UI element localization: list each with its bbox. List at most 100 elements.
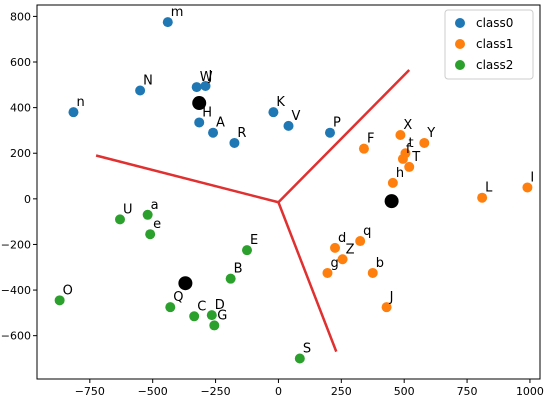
x-tick-label: −250 (200, 385, 230, 398)
point-label-E: E (250, 233, 258, 248)
y-tick-label: 0 (24, 193, 31, 206)
point-class1-F (358, 143, 369, 154)
point-label-f: f (406, 142, 411, 157)
point-label-I: I (530, 170, 534, 185)
point-class1-T (404, 161, 415, 172)
point-label-O: O (63, 283, 73, 298)
point-class0-A (208, 127, 219, 138)
point-label-J: J (389, 290, 394, 305)
boundary-line-0 (95, 154, 279, 204)
point-class2-O (54, 295, 65, 306)
point-class1-Z (337, 254, 348, 265)
centroid-2 (178, 276, 193, 291)
point-class1-g (322, 267, 333, 278)
point-class1-Y (419, 137, 430, 148)
x-tick-label: 1000 (516, 385, 544, 398)
point-class2-S (294, 353, 305, 364)
y-tick-label: 200 (10, 147, 31, 160)
point-label-J: J (208, 69, 213, 84)
point-class1-f (397, 153, 408, 164)
point-label-F: F (367, 132, 374, 147)
legend-label-class1: class1 (476, 37, 513, 51)
point-label-A: A (216, 116, 225, 131)
point-class2-G (209, 320, 220, 331)
legend: class0 class1 class2 (444, 9, 534, 80)
point-label-B: B (234, 262, 243, 277)
point-class0-m (162, 17, 173, 28)
y-tick-label: 400 (10, 102, 31, 115)
point-label-g: g (330, 256, 338, 271)
x-tick-label: −500 (138, 385, 168, 398)
point-class1-J (381, 302, 392, 313)
point-label-S: S (303, 341, 311, 356)
point-class1-b (367, 267, 378, 278)
y-tick-label: 800 (10, 10, 31, 23)
legend-marker-class0 (455, 18, 465, 28)
legend-box (444, 9, 534, 80)
point-class2-e (145, 229, 156, 240)
point-class0-K (268, 107, 279, 118)
point-class2-Q (165, 302, 176, 313)
centroid-1 (384, 194, 399, 209)
axes: −750 −500 −250 0 250 500 750 1000 −600 −400 −200 0 2… (1, 4, 544, 398)
point-class1-d (330, 242, 341, 253)
point-class0-H (194, 117, 205, 128)
point-class1-q (355, 236, 366, 247)
point-label-h: h (396, 166, 404, 181)
point-label-Q: Q (173, 290, 183, 305)
point-label-X: X (403, 118, 412, 133)
point-label-n: n (76, 95, 84, 110)
x-tick-label: 750 (457, 385, 478, 398)
point-label-H: H (202, 105, 212, 120)
point-label-C: C (197, 299, 206, 314)
point-class2-C (189, 311, 200, 322)
legend-label-class2: class2 (476, 58, 513, 72)
point-label-t: t (408, 136, 413, 151)
plot-frame (36, 4, 541, 380)
point-class1-X (395, 129, 406, 140)
point-label-N: N (143, 74, 153, 89)
point-label-G: G (217, 308, 227, 323)
point-label-m: m (171, 5, 184, 20)
boundary-line-2 (277, 201, 338, 353)
point-class2-E (242, 245, 253, 256)
point-label-D: D (215, 298, 225, 313)
point-class0-W (191, 82, 202, 93)
point-label-L: L (485, 181, 493, 196)
point-class0-V (283, 120, 294, 131)
legend-marker-class2 (455, 60, 465, 70)
point-label-K: K (276, 95, 285, 110)
legend-label-class0: class0 (476, 16, 513, 30)
point-class2-a (142, 209, 153, 220)
centroid-0 (192, 96, 207, 111)
centroids (178, 96, 399, 291)
point-label-b: b (376, 256, 384, 271)
point-label-Z: Z (346, 242, 355, 257)
point-label-W: W (200, 70, 213, 85)
x-tick-label: −750 (75, 385, 105, 398)
point-class0-R (229, 137, 240, 148)
boundary-line-1 (277, 69, 411, 204)
x-tick-label: 0 (275, 385, 282, 398)
decision-boundaries (95, 69, 411, 353)
y-tick-label: 600 (10, 56, 31, 69)
x-tick-label: 500 (394, 385, 415, 398)
point-class0-J (200, 80, 211, 91)
y-tick-label: −400 (1, 284, 31, 297)
y-tick-label: −600 (1, 330, 31, 343)
point-label-a: a (151, 198, 159, 213)
point-label-R: R (237, 126, 246, 141)
point-label-U: U (123, 202, 133, 217)
point-label-P: P (333, 116, 341, 131)
point-class1-I (522, 182, 533, 193)
point-label-T: T (411, 150, 420, 165)
point-class0-N (135, 85, 146, 96)
point-label-V: V (292, 109, 301, 124)
point-label-q: q (363, 224, 371, 239)
point-label-d: d (338, 231, 346, 246)
point-class1-h (387, 177, 398, 188)
legend-marker-class1 (455, 39, 465, 49)
point-class0-P (324, 127, 335, 138)
